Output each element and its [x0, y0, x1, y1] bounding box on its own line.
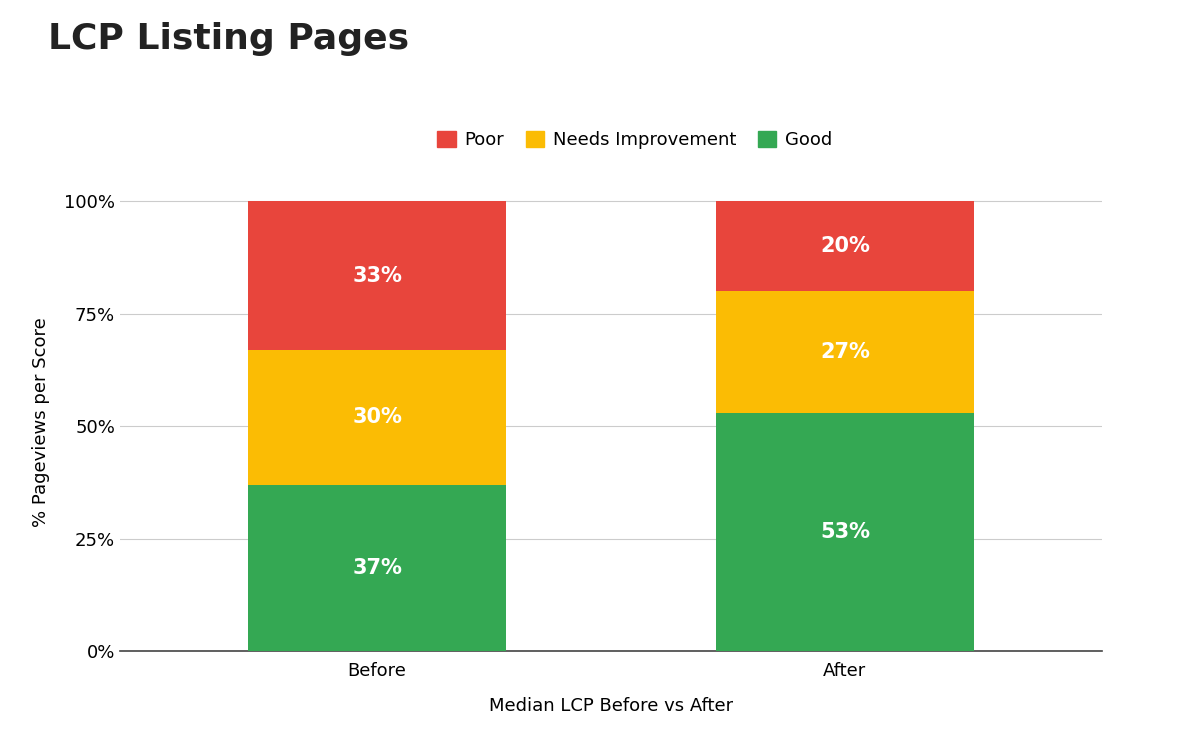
Text: 27%: 27% — [819, 342, 870, 362]
Text: LCP Listing Pages: LCP Listing Pages — [48, 22, 409, 56]
Legend: Poor, Needs Improvement, Good: Poor, Needs Improvement, Good — [430, 124, 840, 156]
Y-axis label: % Pageviews per Score: % Pageviews per Score — [32, 317, 50, 527]
Bar — [716, 201, 974, 292]
X-axis label: Median LCP Before vs After: Median LCP Before vs After — [489, 697, 733, 715]
Text: 20%: 20% — [819, 236, 870, 256]
Text: 37%: 37% — [352, 558, 403, 578]
Bar — [248, 350, 506, 485]
Bar — [248, 201, 506, 350]
Text: 30%: 30% — [352, 407, 403, 427]
Bar — [716, 413, 974, 651]
Text: 33%: 33% — [352, 266, 403, 286]
Bar — [248, 485, 506, 651]
Bar — [716, 292, 974, 413]
Text: 53%: 53% — [819, 522, 870, 542]
